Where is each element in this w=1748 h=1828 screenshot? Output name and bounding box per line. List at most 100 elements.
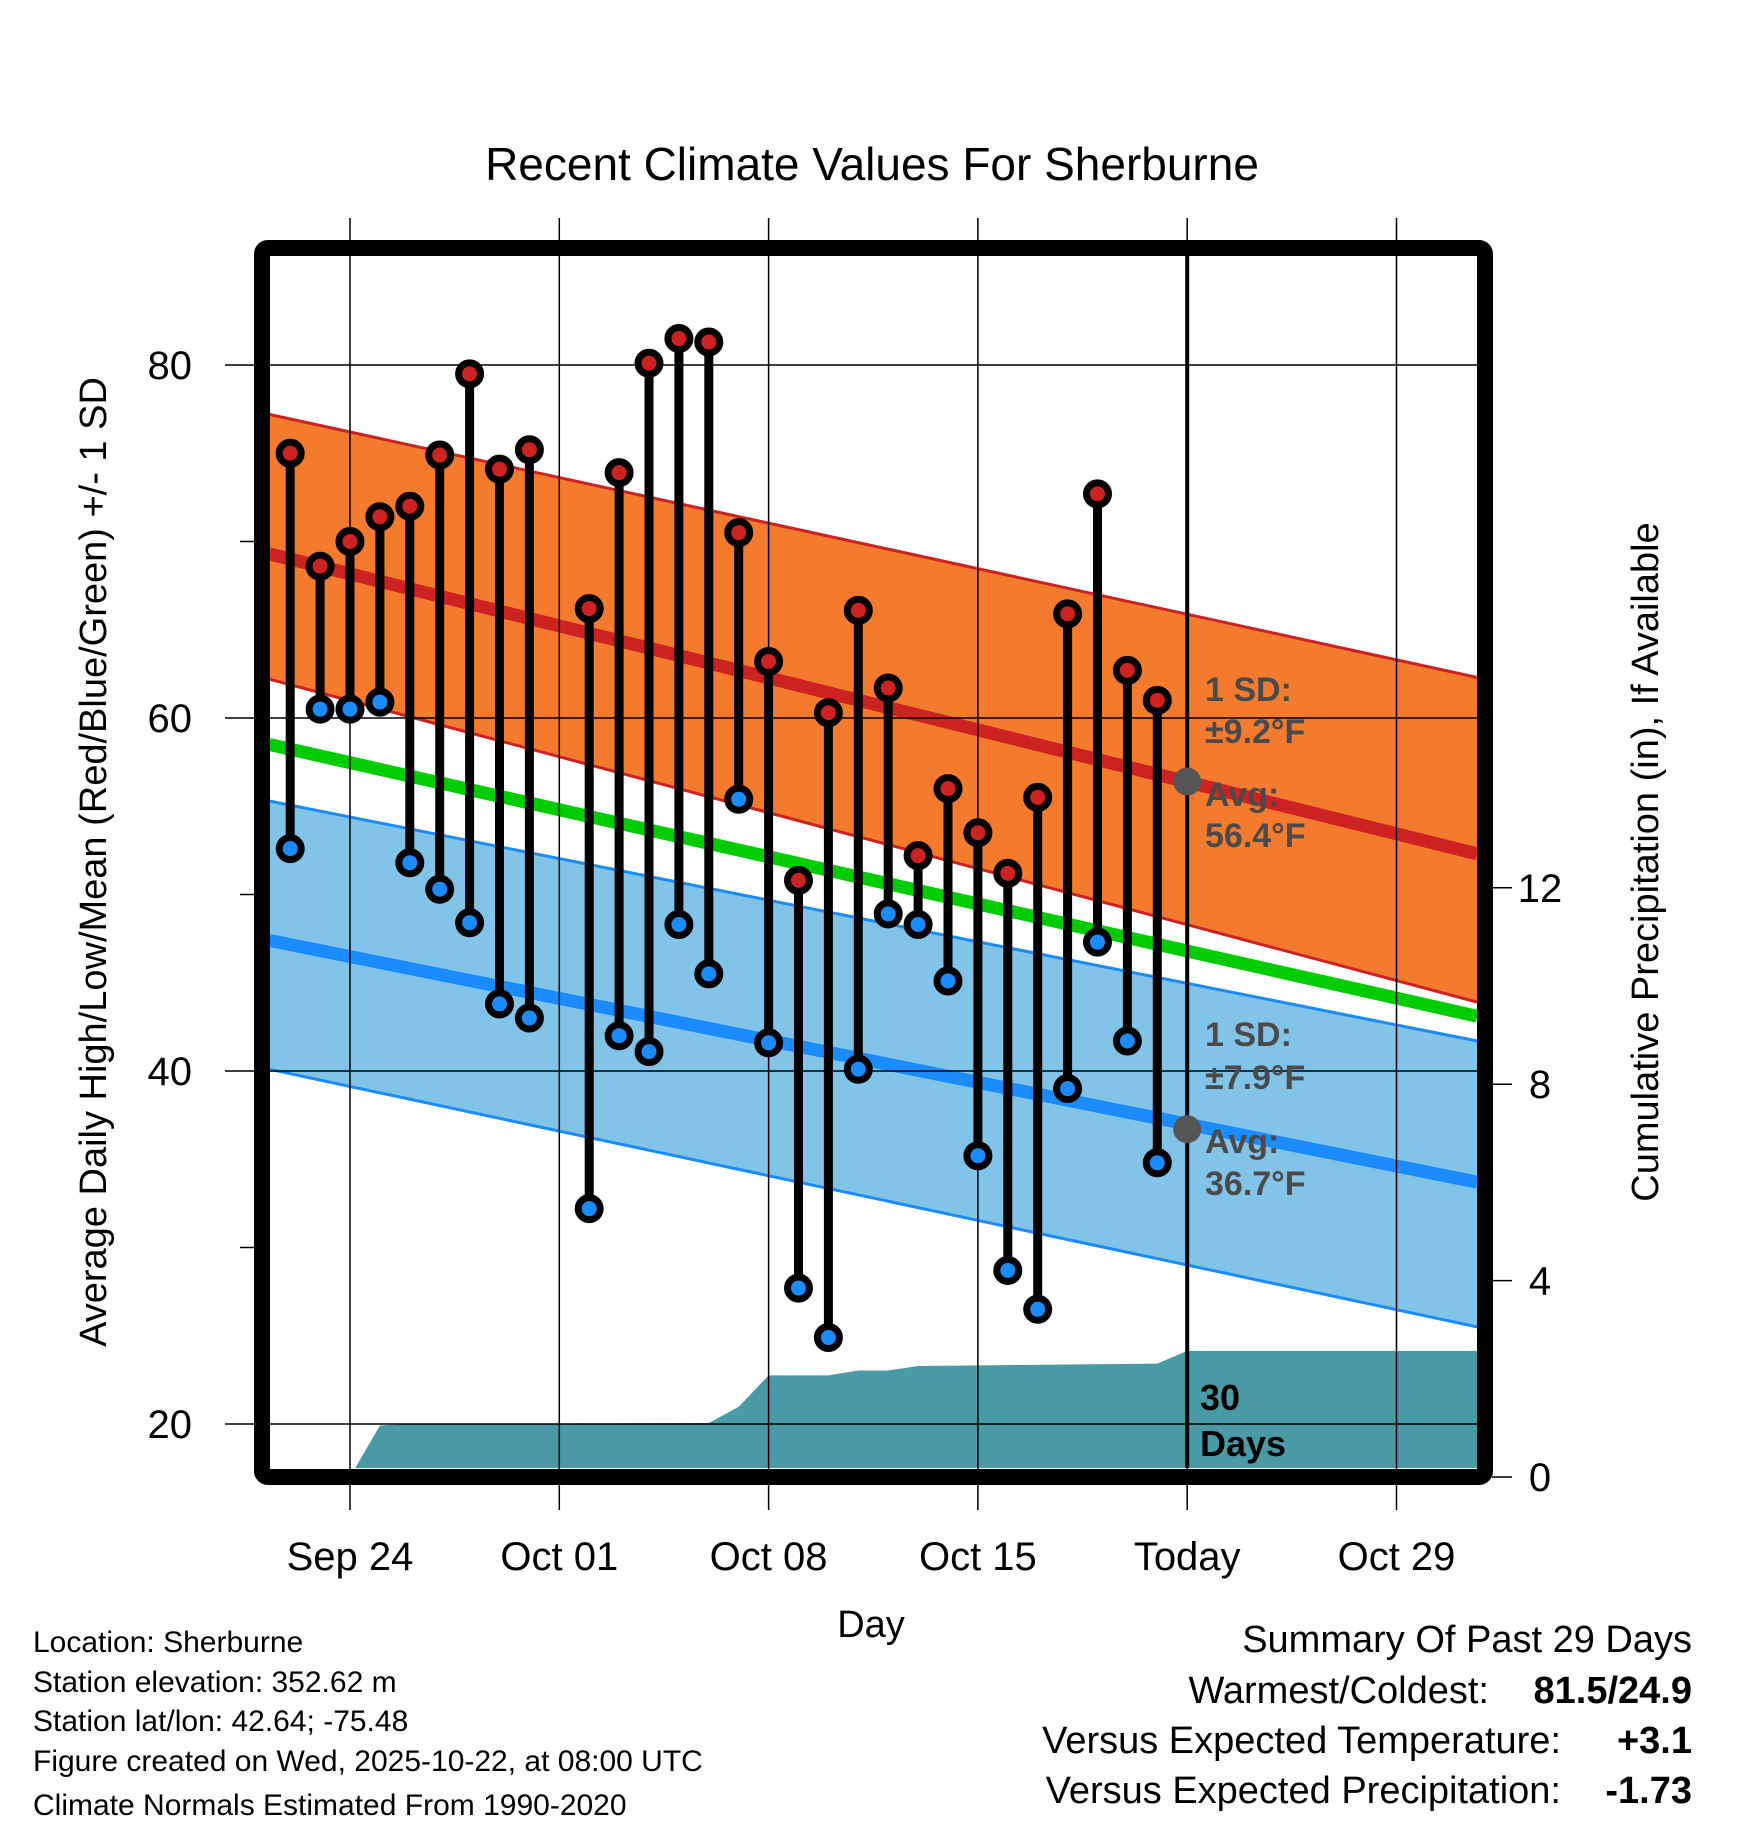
low-temp-point <box>873 899 903 929</box>
high-temp-point <box>365 502 395 532</box>
summary-warmest-value: 81.5/24.9 <box>1534 1670 1692 1712</box>
low-temp-point <box>485 989 514 1019</box>
footer-normals: Climate Normals Estimated From 1990-2020 <box>33 1789 627 1822</box>
precipitation-area <box>355 1350 1477 1468</box>
high-temp-point <box>1142 685 1172 715</box>
high-temp-point <box>1023 782 1053 812</box>
low-temp-point <box>335 694 365 724</box>
y2-tick-label: 12 <box>1518 867 1563 911</box>
high-temp-point <box>455 359 485 389</box>
chart-title: Recent Climate Values For Sherburne <box>485 138 1259 190</box>
x-tick-label: Oct 08 <box>710 1535 828 1579</box>
y2-tick-label: 8 <box>1529 1063 1551 1107</box>
low-sd-band-lower-edge <box>270 1067 1477 1329</box>
y-tick-label: 60 <box>148 697 193 741</box>
high-temp-point <box>634 348 664 378</box>
low-temp-point <box>664 910 694 940</box>
x-tick-label: Oct 29 <box>1338 1535 1456 1579</box>
x-tick-label: Sep 24 <box>287 1535 414 1579</box>
high-temp-point <box>903 841 933 871</box>
high-temp-point <box>395 491 425 521</box>
high-temp-point <box>754 647 784 677</box>
low-temp-point <box>1083 927 1112 957</box>
low-temp-point <box>455 908 485 938</box>
low-temp-point <box>1053 1074 1083 1104</box>
low-temp-point <box>963 1141 993 1171</box>
footer-elevation: Station elevation: 352.62 m <box>33 1666 397 1699</box>
high-temp-point <box>574 594 604 624</box>
high-temp-point <box>514 435 544 465</box>
x-tick-label: Today <box>1134 1535 1241 1579</box>
low-temp-point <box>514 1003 544 1033</box>
y-tick-label: 80 <box>148 344 193 388</box>
low-sd-value: ±7.9°F <box>1205 1059 1305 1097</box>
footer-location: Location: Sherburne <box>33 1626 303 1659</box>
high-temp-point <box>993 858 1023 888</box>
y-tick-label: 20 <box>148 1403 193 1447</box>
low-temp-point <box>604 1021 634 1051</box>
high-temp-point <box>784 865 813 895</box>
low-temp-point <box>933 966 963 996</box>
y-tick-label: 40 <box>148 1050 193 1094</box>
y2-tick-label: 4 <box>1529 1260 1551 1304</box>
summary-temp-value: +3.1 <box>1617 1720 1692 1762</box>
high-temp-point <box>305 551 335 581</box>
low-temp-point <box>843 1054 873 1084</box>
high-temp-point <box>485 454 514 484</box>
window-days-number: 30 <box>1200 1377 1240 1418</box>
high-temp-point <box>963 818 993 848</box>
low-temp-point <box>365 687 395 717</box>
low-temp-point <box>993 1255 1023 1285</box>
high-temp-point <box>724 518 754 548</box>
low-temp-point <box>784 1273 813 1303</box>
low-temp-point <box>634 1037 664 1067</box>
high-temp-point <box>1053 599 1083 629</box>
low-avg-label: Avg: <box>1205 1123 1279 1161</box>
today-low-avg-marker <box>1173 1115 1202 1144</box>
high-temp-point <box>933 774 963 804</box>
window-days-unit: Days <box>1200 1423 1286 1464</box>
low-temp-point <box>724 784 754 814</box>
high-temp-point <box>873 673 903 703</box>
low-temp-point <box>395 848 425 878</box>
high-temp-point <box>335 527 365 556</box>
low-normal-line <box>270 934 1477 1189</box>
low-avg-value: 36.7°F <box>1205 1165 1306 1203</box>
today-high-avg-marker <box>1173 767 1202 796</box>
high-temp-point <box>275 438 305 468</box>
summary-precip-value: -1.73 <box>1605 1770 1692 1812</box>
footer-created: Figure created on Wed, 2025-10-22, at 08… <box>33 1745 703 1778</box>
summary-temp-label: Versus Expected Temperature: <box>1042 1720 1561 1762</box>
high-temp-point <box>813 698 843 728</box>
y-axis-label: Average Daily High/Low/Mean (Red/Blue/Gr… <box>73 377 115 1347</box>
high-avg-label: Avg: <box>1205 776 1279 814</box>
high-temp-point <box>843 595 873 625</box>
low-temp-point <box>425 874 455 904</box>
high-temp-point <box>425 440 455 470</box>
high-sd-value: ±9.2°F <box>1205 713 1305 751</box>
low-sd-label: 1 SD: <box>1205 1016 1292 1054</box>
summary-precip-label: Versus Expected Precipitation: <box>1046 1770 1561 1812</box>
y2-tick-label: 0 <box>1529 1456 1551 1500</box>
high-temp-point <box>1083 479 1112 509</box>
x-axis-label: Day <box>837 1604 905 1646</box>
y2-axis-label: Cumulative Precipitation (in), If Availa… <box>1625 522 1667 1201</box>
high-temp-point <box>664 324 694 354</box>
low-temp-point <box>813 1323 843 1353</box>
footer-latlon: Station lat/lon: 42.64; -75.48 <box>33 1705 408 1738</box>
low-temp-point <box>694 959 724 989</box>
low-temp-point <box>574 1194 604 1224</box>
high-sd-label: 1 SD: <box>1205 671 1292 709</box>
low-temp-point <box>903 910 933 940</box>
high-temp-point <box>604 458 634 488</box>
summary-warmest-label: Warmest/Coldest: <box>1188 1670 1489 1712</box>
low-temp-point <box>1142 1148 1172 1178</box>
summary-title: Summary Of Past 29 Days <box>1242 1619 1692 1661</box>
low-temp-point <box>1023 1294 1053 1324</box>
x-tick-label: Oct 01 <box>500 1535 618 1579</box>
high-temp-point <box>694 327 724 357</box>
high-avg-value: 56.4°F <box>1205 817 1306 855</box>
low-temp-point <box>1112 1026 1142 1056</box>
high-temp-point <box>1112 655 1142 685</box>
